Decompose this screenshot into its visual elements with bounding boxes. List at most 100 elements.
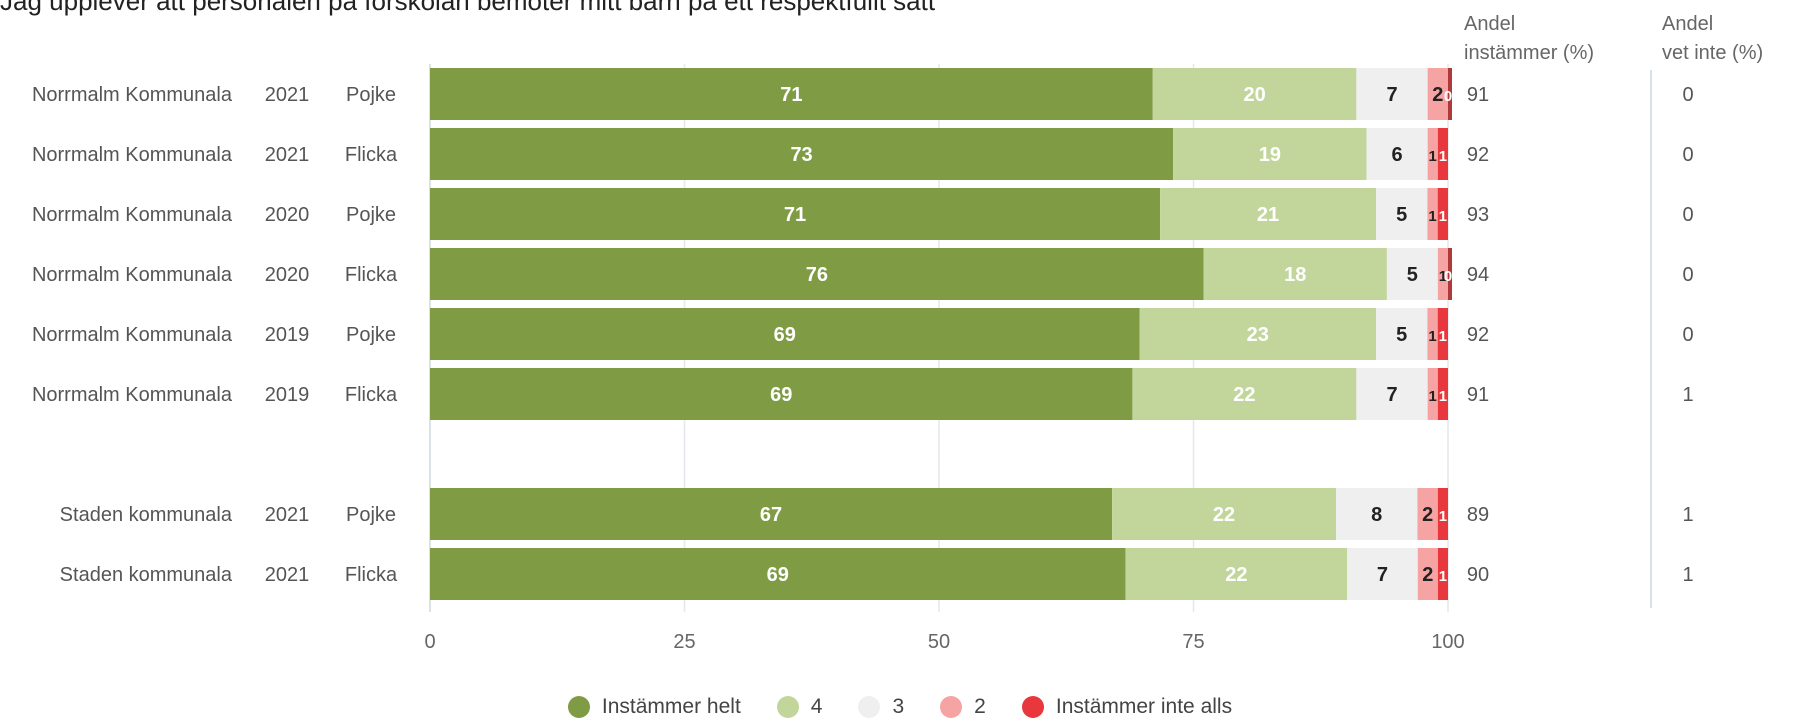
row-unit-label: Norrmalm Kommunala [32, 264, 233, 286]
bar-data-label: 1 [1439, 568, 1447, 585]
row-gender-label: Flicka [345, 564, 398, 586]
bar-data-label: 0 [1444, 88, 1452, 105]
bar-data-label: 1 [1439, 208, 1447, 225]
bar-segment-3 [1376, 188, 1428, 240]
bar-data-label: 2 [1422, 564, 1433, 586]
share-dont-know-value: 0 [1682, 84, 1693, 106]
legend-label: Instämmer inte alls [1055, 695, 1233, 718]
row-unit-label: Norrmalm Kommunala [32, 324, 233, 346]
bar-segment-instämmer-helt [430, 248, 1204, 300]
share-dont-know-value: 0 [1682, 264, 1693, 286]
bar-data-label: 76 [806, 264, 828, 286]
bar-segment-instämmer-inte-alls [1448, 68, 1452, 120]
bar-segment-instämmer-inte-alls [1448, 248, 1452, 300]
legend-label: 3 [892, 695, 905, 718]
bar-data-label: 1 [1439, 388, 1447, 405]
bar-segment-instämmer-inte-alls [1437, 128, 1448, 180]
bar-data-label: 5 [1396, 204, 1407, 226]
bar-segment-3 [1366, 128, 1428, 180]
bar-segment-instämmer-inte-alls [1437, 308, 1448, 360]
legend-swatch [567, 696, 590, 718]
bar-segment-4 [1132, 368, 1357, 420]
bar-segment-4 [1203, 248, 1387, 300]
header-share-dont-know-line2: vet inte (%) [1662, 42, 1764, 64]
bar-segment-2 [1427, 128, 1438, 180]
bar-data-label: 6 [1392, 144, 1403, 166]
bar-data-label: 7 [1386, 84, 1397, 106]
bar-data-label: 5 [1396, 324, 1407, 346]
bar-data-label: 22 [1225, 564, 1247, 586]
x-tick-label-25: 25 [673, 631, 695, 653]
row-year-label: 2021 [265, 564, 310, 586]
row-gender-label: Flicka [345, 144, 398, 166]
share-dont-know-value: 0 [1682, 324, 1693, 346]
bar-data-label: 1 [1428, 208, 1436, 225]
bar-data-label: 73 [790, 144, 812, 166]
row-gender-label: Pojke [346, 204, 396, 226]
share-agree-value: 92 [1467, 324, 1489, 346]
row-gender-label: Pojke [346, 504, 396, 526]
bar-segment-2 [1427, 368, 1438, 420]
bar-data-label: 0 [1444, 268, 1452, 285]
row-gender-label: Flicka [345, 384, 398, 406]
bar-data-label: 8 [1371, 504, 1382, 526]
x-tick-label-75: 75 [1182, 631, 1204, 653]
row-year-label: 2021 [265, 144, 310, 166]
bar-data-label: 1 [1429, 388, 1437, 405]
bar-data-label: 5 [1407, 264, 1418, 286]
bar-data-label: 1 [1439, 148, 1447, 165]
legend-item[interactable]: Instämmer helt [567, 695, 741, 719]
bar-data-label: 1 [1439, 508, 1447, 525]
bar-segment-instämmer-inte-alls [1437, 548, 1448, 600]
bar-segment-instämmer-helt [430, 308, 1140, 360]
bar-segment-instämmer-helt [430, 548, 1126, 600]
bar-segment-instämmer-inte-alls [1437, 188, 1448, 240]
share-agree-value: 94 [1467, 264, 1489, 286]
bar-segment-2 [1427, 68, 1448, 120]
legend-item[interactable]: 3 [858, 695, 904, 719]
bar-data-label: 7 [1377, 564, 1388, 586]
legend-item[interactable]: 2 [940, 695, 986, 719]
legend-swatch [776, 696, 799, 718]
bar-data-label: 20 [1243, 84, 1265, 106]
bar-data-label: 1 [1428, 328, 1436, 345]
x-tick-label-100: 100 [1431, 631, 1464, 653]
bar-data-label: 1 [1439, 268, 1447, 285]
bar-segment-4 [1112, 488, 1337, 540]
header-share-dont-know-line1: Andel [1662, 13, 1714, 35]
bar-data-label: 19 [1259, 144, 1281, 166]
bar-segment-instämmer-inte-alls [1437, 488, 1448, 540]
bar-data-label: 69 [767, 564, 789, 586]
x-tick-label-0: 0 [424, 631, 435, 653]
row-year-label: 2019 [265, 384, 310, 406]
chart-title: Jag upplever att personalen på förskolan… [0, 0, 936, 16]
legend-item[interactable]: Instämmer inte alls [1021, 695, 1233, 719]
bar-segment-3 [1347, 548, 1418, 600]
bar-data-label: 23 [1247, 324, 1269, 346]
bar-segment-instämmer-helt [430, 488, 1113, 540]
row-gender-label: Pojke [346, 324, 396, 346]
row-unit-label: Staden kommunala [60, 564, 233, 586]
share-agree-value: 91 [1467, 384, 1489, 406]
legend-item[interactable]: 4 [776, 695, 822, 719]
row-year-label: 2019 [265, 324, 310, 346]
share-agree-value: 93 [1467, 204, 1489, 226]
row-unit-label: Norrmalm Kommunala [32, 204, 233, 226]
chart-legend: Instämmer helt 4 3 2 Instämmer inte alls [0, 690, 1800, 724]
bar-segment-2 [1417, 548, 1438, 600]
bar-segment-4 [1125, 548, 1348, 600]
row-unit-label: Norrmalm Kommunala [32, 144, 233, 166]
legend-label: Instämmer helt [601, 695, 741, 718]
header-share-dont-know: Andel vet inte (%) [1662, 10, 1763, 68]
bar-segment-3 [1336, 488, 1418, 540]
bar-data-label: 1 [1439, 328, 1447, 345]
header-share-agree: Andel instämmer (%) [1464, 10, 1594, 68]
bar-segment-instämmer-helt [430, 128, 1174, 180]
bar-segment-2 [1427, 188, 1438, 240]
bar-segment-4 [1139, 308, 1377, 360]
bar-data-label: 69 [770, 384, 792, 406]
bar-segment-instämmer-helt [430, 368, 1133, 420]
share-agree-value: 92 [1467, 144, 1489, 166]
share-dont-know-value: 1 [1682, 384, 1693, 406]
